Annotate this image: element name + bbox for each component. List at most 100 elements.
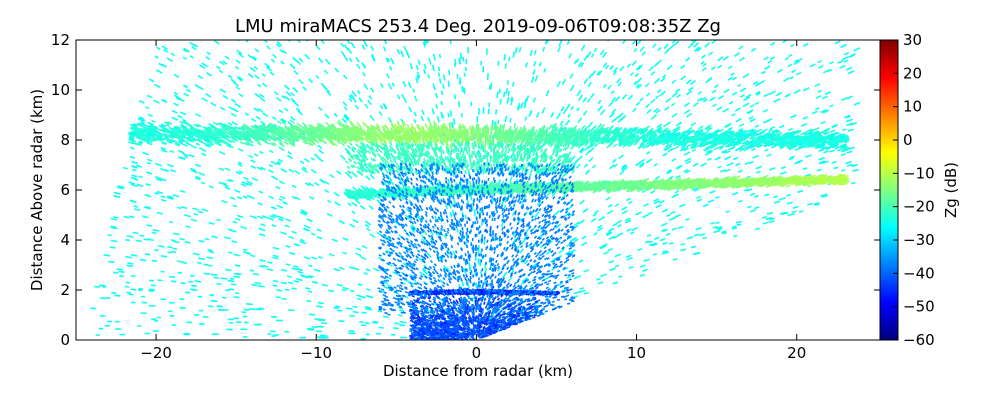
radar-gate xyxy=(619,65,625,72)
radar-gate xyxy=(122,166,128,170)
radar-gate xyxy=(229,178,234,183)
radar-gate xyxy=(680,242,686,246)
radar-gate xyxy=(573,59,578,65)
radar-gate xyxy=(294,196,301,201)
radar-gate xyxy=(391,82,396,87)
radar-gate xyxy=(160,178,167,182)
radar-gate xyxy=(359,205,366,210)
radar-gate xyxy=(191,46,197,51)
radar-gate xyxy=(282,201,288,205)
radar-gate xyxy=(260,259,266,262)
radar-gate xyxy=(130,183,138,188)
radar-gate xyxy=(343,55,349,62)
radar-gate xyxy=(138,140,144,144)
radar-gate xyxy=(506,96,510,104)
radar-gate xyxy=(722,55,729,61)
radar-gate xyxy=(368,95,373,100)
radar-gate xyxy=(599,127,605,134)
radar-gate xyxy=(171,280,177,283)
radar-gate xyxy=(557,46,562,53)
radar-gate xyxy=(789,75,794,80)
radar-gate xyxy=(529,49,533,57)
radar-gate xyxy=(251,177,259,182)
radar-gate xyxy=(280,60,285,65)
radar-gate xyxy=(201,62,208,68)
radar-gate xyxy=(364,220,372,226)
radar-gate xyxy=(253,153,259,157)
radar-gate xyxy=(732,156,739,161)
radar-gate xyxy=(709,145,715,150)
radar-gate xyxy=(252,56,258,61)
radar-gate xyxy=(455,131,458,137)
radar-gate xyxy=(621,163,627,168)
radar-gate xyxy=(574,238,579,243)
radar-gate xyxy=(222,60,228,65)
radar-gate xyxy=(617,112,624,119)
radar-gate xyxy=(593,209,600,215)
radar-gate xyxy=(267,217,274,221)
radar-gate xyxy=(160,198,167,202)
radar-gate xyxy=(782,40,789,44)
radar-gate xyxy=(639,163,645,169)
radar-gate xyxy=(458,58,461,64)
radar-gate xyxy=(385,249,391,254)
radar-gate xyxy=(588,73,593,79)
radar-gate xyxy=(823,150,829,154)
radar-gate xyxy=(271,116,277,121)
radar-gate xyxy=(663,146,668,151)
radar-gate xyxy=(593,232,598,236)
radar-gate xyxy=(689,79,696,86)
radar-gate xyxy=(635,65,642,71)
radar-gate xyxy=(300,131,306,136)
radar-gate xyxy=(108,260,115,264)
radar-gate xyxy=(439,279,444,284)
radar-gate xyxy=(740,94,745,98)
radar-gate xyxy=(776,68,783,74)
radar-gate xyxy=(613,163,618,168)
radar-gate xyxy=(186,138,194,143)
radar-gate xyxy=(846,122,853,127)
radar-gate xyxy=(271,224,277,228)
radar-gate xyxy=(608,100,614,108)
radar-gate xyxy=(753,206,760,210)
radar-gate xyxy=(831,160,837,164)
radar-gate xyxy=(421,109,425,116)
radar-gate xyxy=(258,307,265,310)
radar-gate xyxy=(284,95,291,102)
radar-gate xyxy=(371,55,376,62)
radar-gate xyxy=(236,272,242,276)
radar-gate xyxy=(276,40,283,47)
radar-gate xyxy=(610,90,615,95)
radar-gate xyxy=(387,116,393,123)
radar-gate xyxy=(829,149,835,153)
radar-gate xyxy=(144,253,151,256)
radar-gate xyxy=(510,98,514,106)
radar-gate xyxy=(452,118,456,125)
radar-gate xyxy=(655,109,661,114)
radar-gate xyxy=(396,94,401,100)
radar-gate xyxy=(632,107,637,113)
radar-gate xyxy=(355,252,362,257)
radar-gate xyxy=(195,113,202,118)
radar-gate xyxy=(727,76,734,81)
radar-gate xyxy=(301,167,308,173)
radar-gate xyxy=(188,280,194,283)
radar-gate xyxy=(289,119,296,125)
radar-gate xyxy=(296,122,302,128)
radar-gate xyxy=(449,144,453,149)
radar-gate xyxy=(847,70,855,75)
radar-gate xyxy=(543,68,547,73)
radar-gate xyxy=(717,56,724,62)
radar-gate xyxy=(178,149,185,154)
radar-gate xyxy=(314,318,322,321)
radar-gate xyxy=(731,76,738,81)
radar-gate xyxy=(178,97,185,103)
radar-gate xyxy=(612,66,618,73)
radar-gate xyxy=(701,67,707,72)
radar-gate xyxy=(326,90,332,96)
radar-gate xyxy=(832,131,838,135)
radar-gate xyxy=(344,148,351,154)
radar-gate xyxy=(351,210,356,215)
radar-gate xyxy=(572,159,579,166)
radar-gate xyxy=(837,59,844,65)
